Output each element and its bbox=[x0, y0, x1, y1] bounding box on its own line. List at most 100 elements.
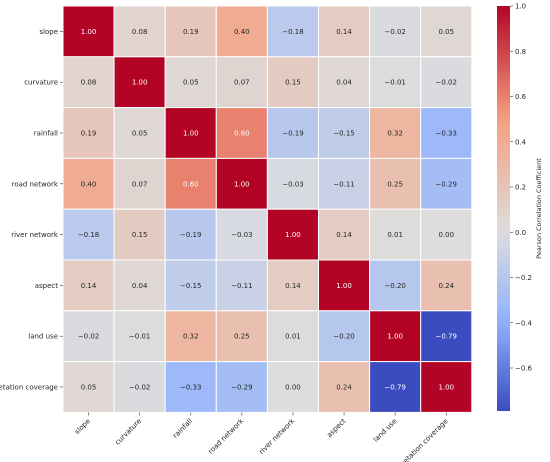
heatmap-cell bbox=[62, 5, 115, 58]
heatmap-cell bbox=[266, 208, 319, 261]
heatmap-cell bbox=[266, 107, 319, 159]
cell-value-label: −0.33 bbox=[180, 384, 201, 392]
cell-value-label: 0.05 bbox=[183, 79, 199, 87]
heatmap-cell bbox=[164, 310, 217, 363]
heatmap-cell bbox=[215, 56, 268, 109]
heatmap-cell bbox=[318, 5, 371, 58]
cell-value-label: 1.00 bbox=[438, 384, 454, 392]
cell-value-label: −0.19 bbox=[180, 231, 201, 239]
cell-value-label: −0.15 bbox=[333, 130, 354, 138]
column-label: slope bbox=[73, 417, 92, 436]
cell-value-label: 0.25 bbox=[234, 333, 250, 341]
colorbar-tick-label: −0.6 bbox=[515, 365, 533, 373]
heatmap-cell bbox=[113, 310, 166, 363]
cell-value-label: 0.40 bbox=[234, 28, 250, 36]
heatmap-cell bbox=[420, 259, 473, 312]
heatmap-cell bbox=[215, 157, 268, 210]
colorbar-tick-label: −0.2 bbox=[515, 274, 532, 282]
heatmap-cell bbox=[318, 259, 371, 312]
column-label: aspect bbox=[325, 417, 347, 439]
cell-value-label: −0.11 bbox=[333, 180, 354, 188]
cell-value-label: −0.20 bbox=[333, 333, 354, 341]
cell-value-label: −0.03 bbox=[282, 180, 303, 188]
heatmap-cell bbox=[164, 361, 217, 413]
heatmap-cell bbox=[420, 56, 473, 109]
colorbar-tick-label: −0.4 bbox=[515, 319, 533, 327]
column-label: river network bbox=[258, 416, 297, 455]
heatmap-cell bbox=[318, 310, 371, 363]
cell-value-label: 0.32 bbox=[183, 333, 199, 341]
cell-value-label: 0.04 bbox=[336, 79, 352, 87]
cell-value-label: 0.19 bbox=[81, 130, 97, 138]
row-label: slope bbox=[39, 28, 58, 36]
heatmap-cell bbox=[420, 310, 473, 363]
cell-value-label: −0.02 bbox=[129, 384, 150, 392]
cell-value-label: 1.00 bbox=[285, 231, 301, 239]
cell-value-label: −0.15 bbox=[180, 282, 201, 290]
cell-value-label: 1.00 bbox=[183, 130, 199, 138]
colorbar-tick-label: 0.0 bbox=[515, 229, 526, 237]
cell-value-label: −0.02 bbox=[436, 79, 457, 87]
heatmap-cell bbox=[369, 107, 422, 159]
heatmap-cell bbox=[113, 107, 166, 159]
cell-value-label: −0.33 bbox=[436, 130, 457, 138]
cell-value-label: 0.14 bbox=[81, 282, 97, 290]
cell-value-label: −0.20 bbox=[384, 282, 405, 290]
heatmap-cell bbox=[113, 5, 166, 58]
cell-value-label: −0.29 bbox=[436, 180, 457, 188]
heatmap-cell bbox=[369, 208, 422, 261]
column-label: curvature bbox=[113, 417, 143, 447]
cell-value-label: 0.08 bbox=[132, 28, 148, 36]
heatmap-annotations: 1.00 0.08 0.19 0.40 −0.18 0.14 −0.02 0.05 0.08 1.… bbox=[78, 28, 457, 392]
row-label: vegetation coverage bbox=[0, 384, 58, 392]
cell-value-label: 0.08 bbox=[81, 79, 97, 87]
cell-value-label: 0.15 bbox=[285, 79, 301, 87]
column-label: rainfall bbox=[171, 417, 194, 440]
heatmap-cell bbox=[62, 310, 115, 363]
cell-value-label: −0.29 bbox=[231, 384, 252, 392]
cell-value-label: 0.24 bbox=[336, 384, 352, 392]
column-label: road network bbox=[207, 416, 246, 455]
row-labels: slope curvature rainfall road network river … bbox=[0, 28, 63, 392]
cell-value-label: −0.79 bbox=[384, 384, 405, 392]
heatmap-cell bbox=[266, 157, 319, 210]
colorbar-tick-label: 1.0 bbox=[515, 3, 526, 11]
cell-value-label: 0.60 bbox=[183, 180, 199, 188]
heatmap-cell bbox=[369, 259, 422, 312]
row-label: road network bbox=[12, 180, 59, 188]
heatmap-cell bbox=[420, 107, 473, 159]
cell-value-label: 0.01 bbox=[387, 231, 403, 239]
column-label: land use bbox=[372, 417, 399, 444]
cell-value-label: 0.07 bbox=[234, 79, 250, 87]
cell-value-label: 0.60 bbox=[234, 130, 250, 138]
row-label: river network bbox=[11, 231, 59, 239]
heatmap-cell bbox=[318, 56, 371, 109]
heatmap-cell bbox=[215, 208, 268, 261]
heatmap-cell bbox=[420, 208, 473, 261]
cell-value-label: −0.02 bbox=[78, 333, 99, 341]
heatmap-cell bbox=[164, 157, 217, 210]
cell-value-label: 0.04 bbox=[132, 282, 148, 290]
cell-value-label: 0.14 bbox=[336, 231, 352, 239]
cell-value-label: 0.14 bbox=[285, 282, 301, 290]
cell-value-label: 0.05 bbox=[81, 384, 97, 392]
heatmap-cell bbox=[420, 5, 473, 58]
cell-value-label: −0.03 bbox=[231, 231, 252, 239]
row-label: land use bbox=[28, 333, 58, 341]
cell-value-label: 1.00 bbox=[387, 333, 403, 341]
cell-value-label: −0.02 bbox=[384, 28, 405, 36]
cell-value-label: 0.05 bbox=[132, 130, 148, 138]
cell-value-label: 0.40 bbox=[81, 180, 97, 188]
cell-value-label: −0.79 bbox=[436, 333, 457, 341]
cell-value-label: 0.32 bbox=[387, 130, 403, 138]
heatmap-cell bbox=[266, 259, 319, 312]
heatmap-cell bbox=[215, 107, 268, 159]
colorbar-tick-label: 0.4 bbox=[515, 138, 527, 146]
cell-value-label: 0.00 bbox=[438, 231, 454, 239]
heatmap-cell bbox=[164, 5, 217, 58]
colorbar-gradient bbox=[497, 6, 510, 411]
colorbar: −0.6 −0.4 −0.2 0.0 0.2 0.4 0.6 0.8 1.0 Pearson Co… bbox=[497, 3, 543, 411]
cell-value-label: −0.01 bbox=[129, 333, 150, 341]
colorbar-tick-label: 0.8 bbox=[515, 48, 526, 56]
